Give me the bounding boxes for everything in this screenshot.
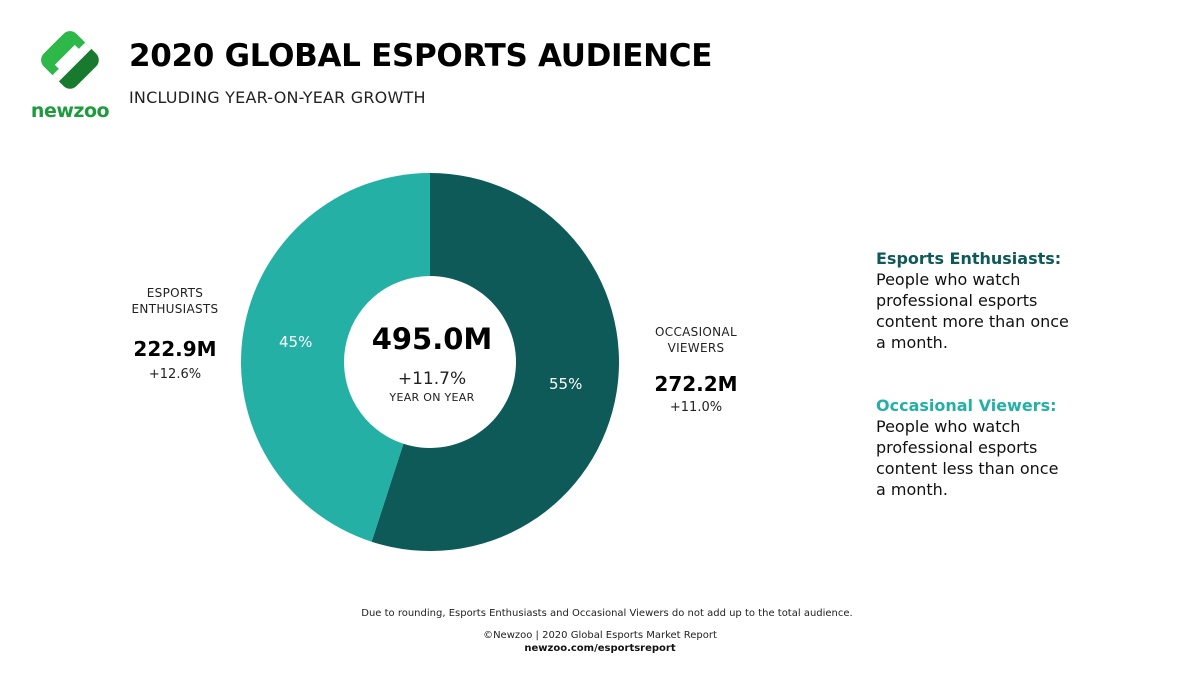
definition-line: People who watch	[876, 270, 1021, 289]
definition-line: content less than once	[876, 459, 1059, 478]
enthusiasts-name-line2: ENTHUSIASTS	[131, 302, 219, 316]
definition-line: People who watch	[876, 417, 1021, 436]
total-growth: +11.7%	[397, 369, 467, 389]
definition-occasional: Occasional Viewers: People who watch pro…	[876, 395, 1136, 500]
growth-caption: YEAR ON YEAR	[389, 391, 475, 404]
occasional-name-line1: OCCASIONAL	[655, 325, 737, 339]
slice-occasional-viewers	[371, 173, 619, 551]
occasional-callout: OCCASIONAL VIEWERS 272.2M +11.0%	[626, 324, 766, 415]
slice-label-enthusiasts: 45%	[279, 333, 313, 351]
chart-title: 2020 GLOBAL ESPORTS AUDIENCE	[129, 38, 713, 74]
source-credit: ©Newzoo | 2020 Global Esports Market Rep…	[483, 630, 717, 641]
definition-line: a month.	[876, 480, 948, 499]
enthusiasts-growth: +12.6%	[148, 367, 202, 382]
enthusiasts-callout: ESPORTS ENTHUSIASTS 222.9M +12.6%	[100, 285, 250, 382]
rounding-note: Due to rounding, Esports Enthusiasts and…	[361, 608, 853, 619]
definition-enthusiasts: Esports Enthusiasts: People who watch pr…	[876, 248, 1136, 353]
source-url: newzoo.com/esportsreport	[524, 643, 676, 654]
definition-line: a month.	[876, 333, 948, 352]
enthusiasts-name-line1: ESPORTS	[146, 286, 204, 300]
occasional-name-line2: VIEWERS	[667, 341, 725, 355]
definition-line: professional esports	[876, 291, 1038, 310]
definition-occasional-title: Occasional Viewers:	[876, 396, 1057, 415]
chart-subtitle: INCLUDING YEAR-ON-YEAR GROWTH	[129, 88, 426, 107]
slice-esports-enthusiasts	[240, 173, 430, 542]
occasional-growth: +11.0%	[669, 400, 723, 415]
newzoo-logo-icon	[37, 27, 103, 93]
newzoo-wordmark: newzoo	[30, 100, 110, 122]
definition-enthusiasts-title: Esports Enthusiasts:	[876, 249, 1062, 268]
enthusiasts-value: 222.9M	[133, 337, 217, 361]
newzoo-logo: newzoo	[28, 24, 112, 124]
slice-label-occasional: 55%	[549, 375, 583, 393]
occasional-value: 272.2M	[654, 372, 738, 396]
donut-chart	[240, 173, 619, 551]
definition-line: professional esports	[876, 438, 1038, 457]
definition-line: content more than once	[876, 312, 1069, 331]
total-audience: 495.0M	[371, 322, 493, 356]
